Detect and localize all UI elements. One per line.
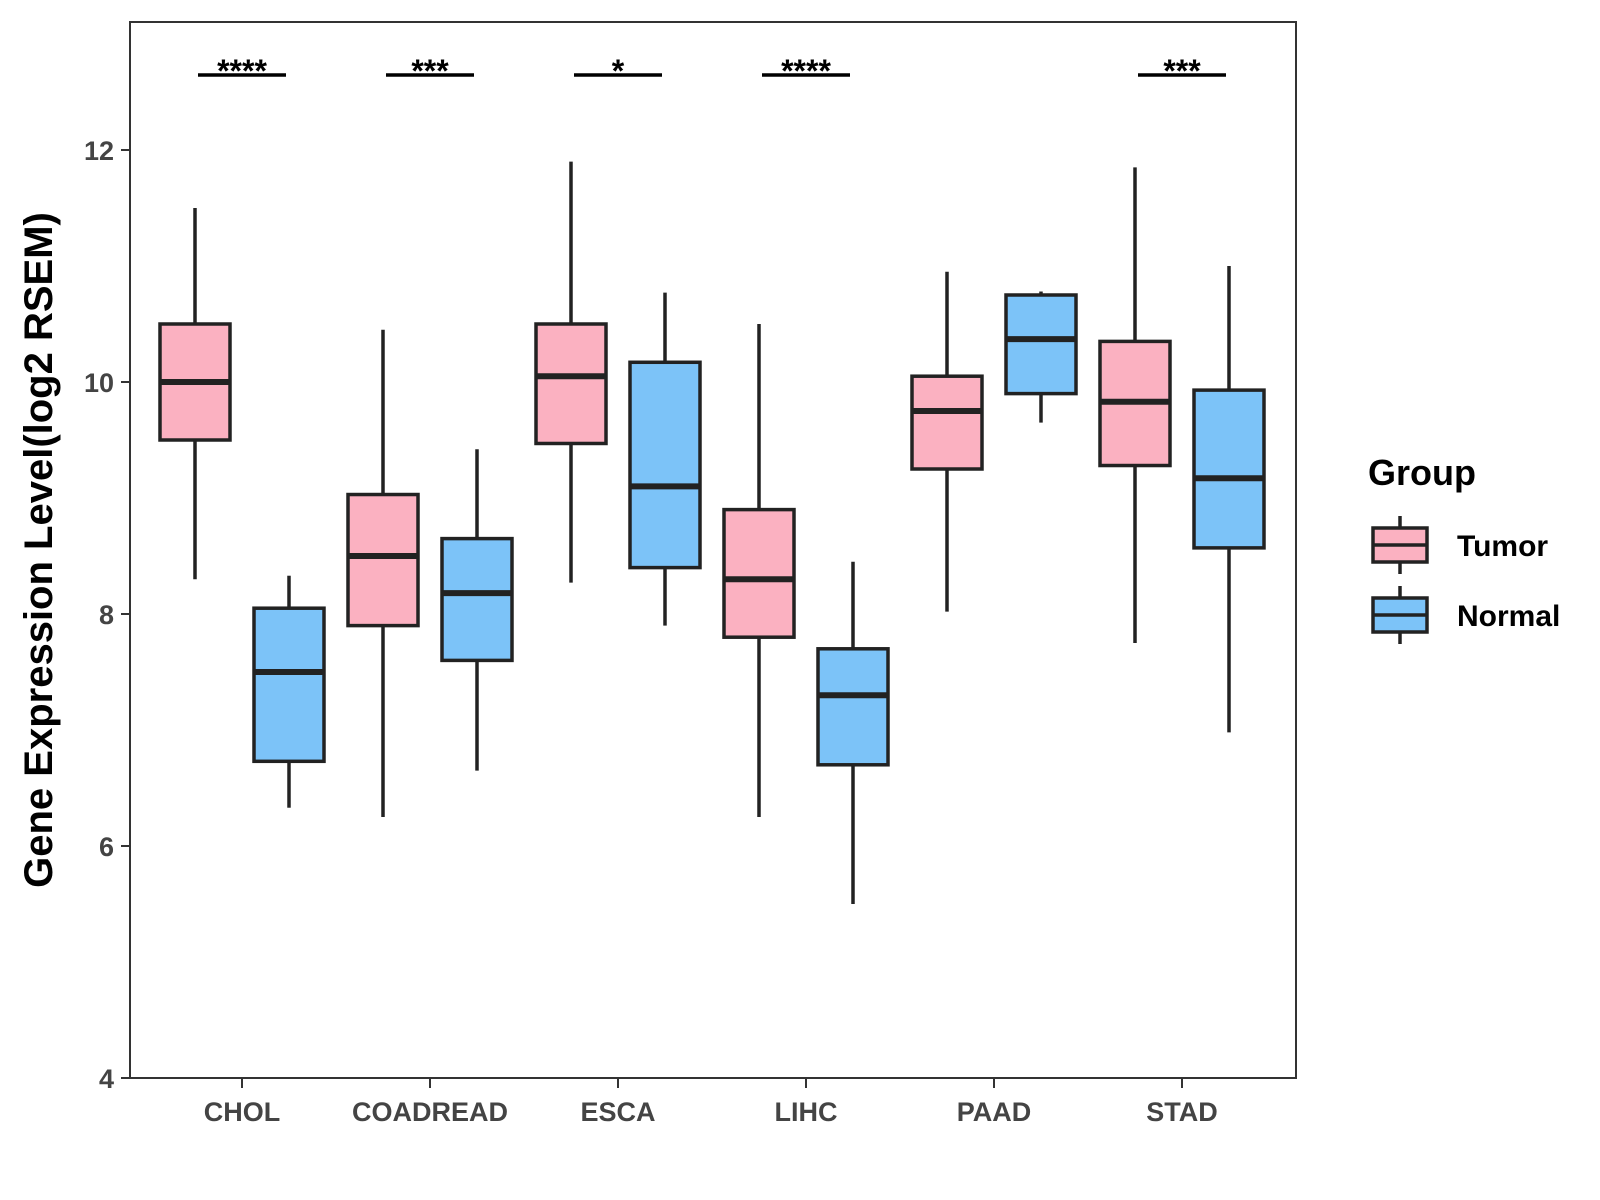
x-tick-label-STAD: STAD — [1146, 1097, 1218, 1127]
y-tick-label-12: 12 — [84, 136, 114, 166]
box-STAD-normal — [1192, 266, 1266, 733]
legend: Group Tumor Normal — [1368, 452, 1560, 644]
box-iqr — [252, 606, 326, 764]
legend-item-normal: Normal — [1371, 586, 1560, 644]
significance-STAD: *** — [1138, 53, 1226, 89]
box-iqr — [1192, 388, 1266, 550]
box-iqr — [1004, 293, 1078, 396]
box-iqr — [628, 360, 702, 570]
box-iqr — [722, 507, 796, 639]
significance-label: **** — [781, 53, 831, 89]
significance-label: *** — [1163, 53, 1201, 89]
box-CHOL-tumor — [158, 208, 232, 580]
box-LIHC-normal — [816, 561, 890, 904]
x-tick-label-CHOL: CHOL — [204, 1097, 281, 1127]
x-axis: CHOL COADREAD ESCA LIHC PAAD STAD — [204, 1078, 1218, 1127]
x-tick-label-LIHC: LIHC — [775, 1097, 838, 1127]
x-tick-label-PAAD: PAAD — [957, 1097, 1032, 1127]
legend-label-tumor: Tumor — [1457, 530, 1548, 563]
box-PAAD-tumor — [910, 271, 984, 612]
y-tick-label-4: 4 — [99, 1064, 114, 1094]
plot-panel — [129, 21, 1297, 1079]
significance-label: *** — [411, 53, 449, 89]
y-tick-label-10: 10 — [84, 368, 114, 398]
x-tick-label-COADREAD: COADREAD — [352, 1097, 508, 1127]
box-STAD-tumor — [1098, 167, 1172, 643]
box-COADREAD-tumor — [346, 329, 420, 817]
box-iqr — [816, 647, 890, 767]
box-LIHC-tumor — [722, 324, 796, 817]
y-axis: 4 6 8 10 12 — [84, 136, 130, 1094]
significance-LIHC: **** — [762, 53, 850, 89]
significance-COADREAD: *** — [386, 53, 474, 89]
box-iqr — [440, 536, 514, 663]
box-iqr — [534, 322, 608, 446]
significance-label: * — [612, 53, 625, 89]
box-iqr — [910, 374, 984, 471]
legend-label-normal: Normal — [1457, 600, 1560, 633]
y-axis-label: Gene Expression Level(log2 RSEM) — [17, 212, 61, 888]
y-tick-label-6: 6 — [99, 832, 114, 862]
box-PAAD-normal — [1004, 291, 1078, 423]
boxes-layer — [158, 161, 1266, 904]
box-iqr — [346, 492, 420, 628]
significance-label: **** — [217, 53, 267, 89]
box-ESCA-normal — [628, 292, 702, 626]
x-tick-label-ESCA: ESCA — [580, 1097, 655, 1127]
box-ESCA-tumor — [534, 161, 608, 583]
legend-item-tumor: Tumor — [1371, 516, 1548, 574]
legend-title: Group — [1368, 452, 1476, 493]
y-tick-label-8: 8 — [99, 600, 114, 630]
box-COADREAD-normal — [440, 449, 514, 771]
significance-layer: **** *** * **** *** — [198, 53, 1226, 89]
significance-ESCA: * — [574, 53, 662, 89]
box-CHOL-normal — [252, 575, 326, 808]
significance-CHOL: **** — [198, 53, 286, 89]
